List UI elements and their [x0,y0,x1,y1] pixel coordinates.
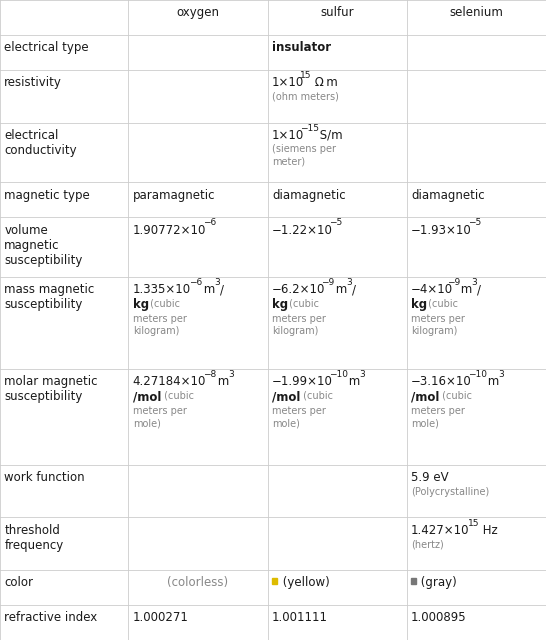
Text: 3: 3 [229,370,234,379]
Text: (ohm meters): (ohm meters) [272,92,339,102]
Text: kg: kg [133,298,149,312]
Text: selenium: selenium [449,6,503,19]
Text: kilogram): kilogram) [272,326,318,337]
Text: −6: −6 [189,278,203,287]
Text: /mol: /mol [133,390,161,403]
Text: −4×10: −4×10 [411,283,453,296]
Text: (hertz): (hertz) [411,539,444,549]
Text: −10: −10 [468,370,487,379]
Text: mole): mole) [272,419,300,428]
Text: m: m [345,375,360,388]
Text: 1.000895: 1.000895 [411,611,467,625]
Text: 15: 15 [300,71,312,80]
Text: meters per: meters per [411,406,465,416]
Text: 1×10: 1×10 [272,76,304,90]
Text: −3.16×10: −3.16×10 [411,375,472,388]
Text: insulator: insulator [272,42,331,54]
Text: −1.22×10: −1.22×10 [272,223,333,237]
Text: kg: kg [411,298,428,312]
Text: 1.90772×10: 1.90772×10 [133,223,206,237]
Text: meter): meter) [272,157,305,167]
Text: 1×10: 1×10 [272,129,304,142]
Text: /: / [477,283,481,296]
Text: meters per: meters per [411,314,465,324]
Text: m: m [458,283,473,296]
Text: meters per: meters per [272,314,326,324]
Text: (Polycrystalline): (Polycrystalline) [411,486,489,497]
Text: mole): mole) [133,419,161,428]
Text: (colorless): (colorless) [168,577,228,589]
Text: kg: kg [272,298,288,312]
Text: 5.9 eV: 5.9 eV [411,471,449,484]
Text: volume
magnetic
susceptibility: volume magnetic susceptibility [4,223,83,266]
Text: 1.335×10: 1.335×10 [133,283,191,296]
Text: 1.000271: 1.000271 [133,611,188,625]
Text: magnetic type: magnetic type [4,189,90,202]
Text: diamagnetic: diamagnetic [272,189,346,202]
Text: threshold
frequency: threshold frequency [4,524,64,552]
Text: Hz: Hz [479,524,497,537]
Text: kilogram): kilogram) [411,326,458,337]
Text: meters per: meters per [133,406,187,416]
Text: work function: work function [4,471,85,484]
Bar [411,578,416,584]
Text: 3: 3 [359,370,365,379]
Text: kilogram): kilogram) [133,326,179,337]
Text: 15: 15 [468,518,479,527]
Text: diamagnetic: diamagnetic [411,189,485,202]
Text: refractive index: refractive index [4,611,98,625]
Text: (siemens per: (siemens per [272,144,336,154]
Text: 3: 3 [472,278,477,287]
Text: electrical type: electrical type [4,42,89,54]
Text: 1.427×10: 1.427×10 [411,524,470,537]
Text: −9: −9 [322,278,335,287]
Text: (gray): (gray) [417,577,457,589]
Text: resistivity: resistivity [4,76,62,90]
Text: meters per: meters per [272,406,326,416]
Text: meters per: meters per [133,314,187,324]
Text: −9: −9 [447,278,460,287]
Text: −6: −6 [204,218,217,227]
Text: −10: −10 [329,370,348,379]
Text: 4.27184×10: 4.27184×10 [133,375,206,388]
Text: −5: −5 [468,218,481,227]
Text: −5: −5 [329,218,342,227]
Text: /: / [352,283,356,296]
Text: 1.001111: 1.001111 [272,611,328,625]
Text: molar magnetic
susceptibility: molar magnetic susceptibility [4,375,98,403]
Text: −1.99×10: −1.99×10 [272,375,333,388]
Text: /mol: /mol [272,390,300,403]
Text: electrical
conductivity: electrical conductivity [4,129,77,157]
Text: paramagnetic: paramagnetic [133,189,215,202]
Text: /mol: /mol [411,390,440,403]
Text: sulfur: sulfur [321,6,354,19]
Text: 3: 3 [347,278,352,287]
Text: −6.2×10: −6.2×10 [272,283,325,296]
Text: 3: 3 [215,278,220,287]
Text: (cubic: (cubic [425,298,458,308]
Text: Ω m: Ω m [311,76,338,90]
Text: −8: −8 [204,370,217,379]
Text: −15: −15 [300,124,319,132]
Text: 3: 3 [498,370,504,379]
Text: (cubic: (cubic [161,390,194,401]
Text: (cubic: (cubic [440,390,472,401]
Text: /: / [219,283,224,296]
Text: m: m [200,283,216,296]
Text: color: color [4,577,33,589]
Text: −1.93×10: −1.93×10 [411,223,472,237]
Text: (cubic: (cubic [147,298,180,308]
Text: S/m: S/m [317,129,343,142]
Text: m: m [484,375,499,388]
Text: mole): mole) [411,419,439,428]
Text: (cubic: (cubic [300,390,333,401]
Bar [272,578,277,584]
Text: mass magnetic
susceptibility: mass magnetic susceptibility [4,283,94,311]
Text: (cubic: (cubic [286,298,319,308]
Text: m: m [215,375,230,388]
Text: m: m [333,283,348,296]
Text: oxygen: oxygen [176,6,219,19]
Text: (yellow): (yellow) [278,577,329,589]
